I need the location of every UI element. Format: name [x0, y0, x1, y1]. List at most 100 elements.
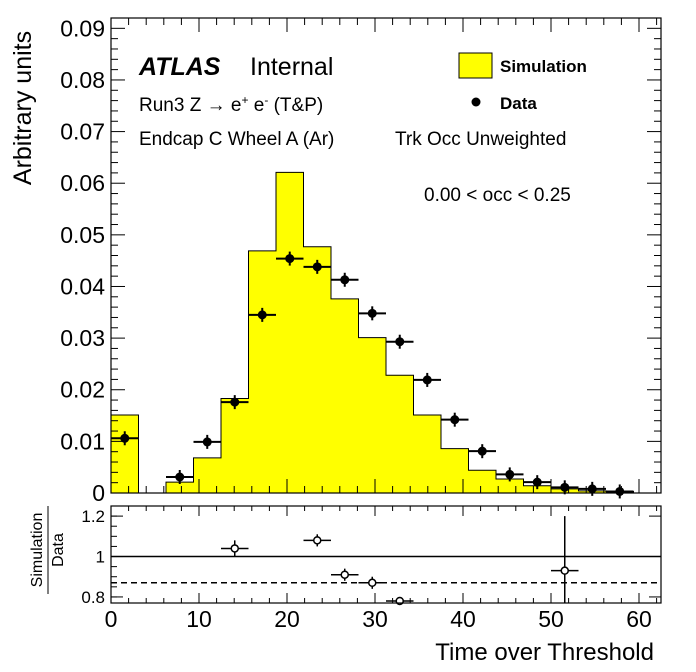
y-axis-label: Arbitrary units: [9, 31, 37, 185]
legend-data-marker: [471, 97, 481, 107]
ratio-point: [331, 568, 359, 581]
data-point: [193, 434, 221, 449]
data-point: [111, 431, 139, 446]
ratio-marker: [313, 536, 322, 545]
electron-text: e: [248, 95, 264, 116]
data-point: [303, 259, 331, 274]
weighting-annotation: Trk Occ Unweighted: [395, 129, 566, 150]
data-marker: [175, 472, 185, 482]
simulation-bar: [413, 415, 441, 493]
legend-simulation-label: Simulation: [500, 57, 587, 76]
tag-probe-text: (T&P): [268, 95, 323, 116]
ratio-point: [221, 540, 249, 557]
legend: Simulation Data: [458, 52, 587, 113]
data-point: [276, 251, 304, 266]
data-point: [413, 372, 441, 387]
y-tick-label: 0: [92, 480, 105, 506]
ratio-point: [303, 534, 331, 547]
data-marker: [285, 254, 295, 264]
y-tick-label: 0.04: [60, 273, 105, 299]
data-marker: [587, 484, 597, 494]
simulation-bar: [276, 172, 304, 493]
data-point: [578, 481, 606, 496]
data-point: [606, 484, 634, 499]
data-marker: [367, 308, 377, 318]
ratio-y-axis: 0.8 1 1.2: [81, 507, 661, 607]
data-marker: [312, 262, 322, 272]
simulation-bar: [248, 250, 276, 493]
simulation-bar: [496, 479, 524, 493]
simulation-bar: [166, 482, 194, 493]
ratio-marker: [340, 570, 349, 579]
atlas-label: ATLAS: [138, 53, 221, 81]
atlas-status-label: Internal: [250, 53, 333, 81]
x-tick-label: 0: [105, 606, 118, 632]
ratio-point: [551, 516, 579, 603]
simulation-histogram-bars: [111, 172, 634, 493]
ratio-y-tick-label: 1.2: [81, 507, 105, 526]
ratio-marker: [560, 566, 569, 575]
main-histogram-panel: 0 0.01 0.02 0.03 0.04 0.05 0.06 0.07 0.08 0.09 Ar…: [9, 15, 662, 506]
data-marker: [395, 337, 405, 347]
occupancy-annotation: 0.00 < occ < 0.25: [424, 185, 571, 206]
data-point: [551, 480, 579, 495]
data-marker: [477, 446, 487, 456]
y-tick-label: 0.09: [60, 15, 105, 41]
data-point: [166, 469, 194, 484]
data-marker: [422, 375, 432, 385]
data-marker: [257, 310, 267, 320]
ratio-marker: [230, 544, 239, 553]
data-marker: [120, 433, 130, 443]
y-tick-label: 0.05: [60, 222, 105, 248]
main-x-axis: [110, 18, 658, 493]
electron-charge: -: [264, 93, 268, 107]
ratio-marker: [368, 578, 377, 588]
simulation-bar: [386, 375, 414, 493]
simulation-bar: [468, 470, 496, 493]
data-marker: [202, 437, 212, 447]
simulation-bar: [111, 415, 139, 493]
data-point: [248, 307, 276, 322]
ratio-point: [358, 576, 386, 589]
ratio-x-axis: 0 10 20 30 40 50 60: [105, 506, 658, 632]
data-point: [441, 412, 469, 427]
y-tick-label: 0.02: [60, 377, 105, 403]
region-annotation: Endcap C Wheel A (Ar): [139, 129, 334, 150]
y-tick-label: 0.01: [60, 428, 105, 454]
data-point: [386, 334, 414, 349]
data-point: [221, 395, 249, 410]
ratio-y-tick-label: 1: [96, 548, 105, 567]
data-points: [111, 251, 634, 499]
simulation-bar: [331, 298, 359, 493]
x-tick-label: 60: [626, 606, 652, 632]
ratio-y-axis-label: Simulation Data: [29, 506, 67, 594]
y-tick-label: 0.07: [60, 119, 105, 145]
data-point: [331, 272, 359, 287]
legend-simulation-swatch: [458, 52, 493, 79]
ratio-ylabel-numerator: Simulation: [29, 513, 46, 588]
data-marker: [340, 275, 350, 285]
y-tick-label: 0.08: [60, 67, 105, 93]
main-y-axis: 0 0.01 0.02 0.03 0.04 0.05 0.06 0.07 0.08 0.09: [60, 15, 661, 506]
data-point: [468, 444, 496, 459]
x-tick-label: 30: [362, 606, 388, 632]
ratio-plot-frame: [110, 505, 662, 604]
simulation-bar: [358, 337, 386, 493]
data-marker: [230, 397, 240, 407]
simulation-bar: [441, 448, 469, 493]
y-tick-label: 0.03: [60, 325, 105, 351]
data-point: [496, 467, 524, 482]
simulation-bar: [221, 398, 249, 493]
ratio-ylabel-denominator: Data: [50, 533, 67, 567]
y-tick-label: 0.06: [60, 170, 105, 196]
data-marker: [505, 469, 515, 479]
data-marker: [615, 486, 625, 496]
ratio-points: [221, 516, 579, 606]
x-tick-label: 40: [450, 606, 476, 632]
data-point: [358, 306, 386, 321]
x-axis-label: Time over Threshold: [435, 639, 654, 666]
simulation-bar: [303, 246, 331, 493]
process-text: Run3 Z → e: [139, 95, 241, 116]
data-marker: [450, 415, 460, 425]
